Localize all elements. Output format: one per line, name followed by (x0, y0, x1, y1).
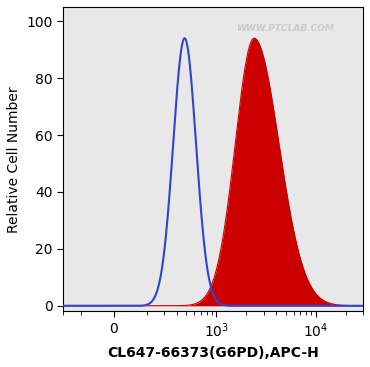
Text: WWW.PTCLAB.COM: WWW.PTCLAB.COM (236, 24, 334, 33)
Y-axis label: Relative Cell Number: Relative Cell Number (7, 86, 21, 233)
X-axis label: CL647-66373(G6PD),APC-H: CL647-66373(G6PD),APC-H (107, 346, 319, 360)
